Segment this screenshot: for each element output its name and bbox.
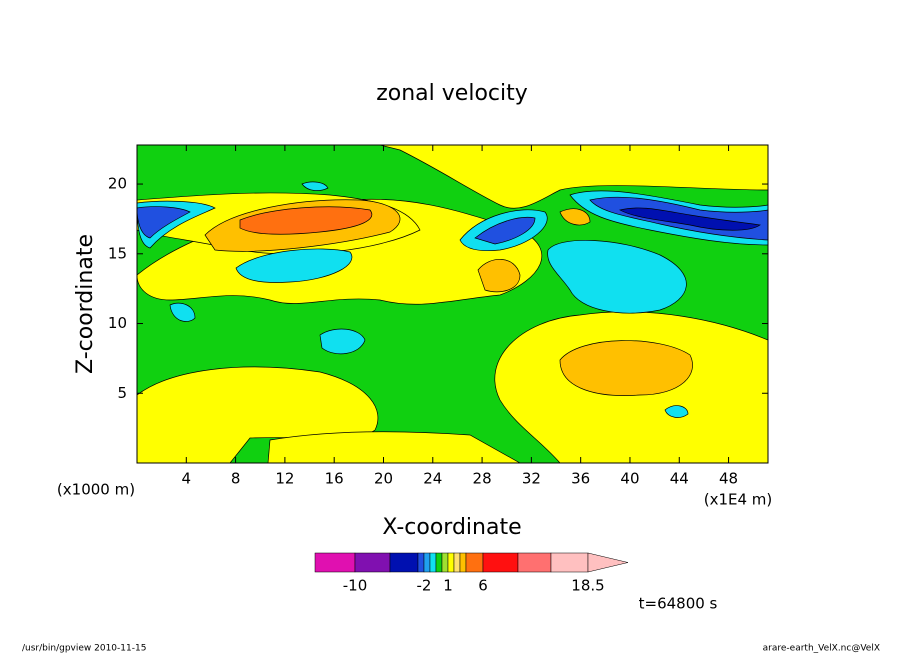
y-tick-label: 10	[108, 314, 127, 332]
colorbar-segment	[435, 552, 443, 573]
plot-frame	[136, 144, 769, 464]
x-tick-label: 36	[571, 470, 590, 488]
colorbar-segment	[423, 552, 431, 573]
chart-title: zonal velocity	[376, 81, 528, 106]
colorbar-tick-label: -2	[417, 577, 432, 595]
colorbar-extension	[587, 552, 629, 573]
x-axis-label: X-coordinate	[382, 515, 521, 540]
y-axis-label: Z-coordinate	[73, 234, 98, 374]
time-label: t=64800 s	[639, 595, 718, 613]
footer-right: arare-earth_VelX.nc@VelX	[763, 644, 880, 654]
x-tick-label: 16	[325, 470, 344, 488]
x-tick-label: 32	[522, 470, 541, 488]
y-unit: (x1000 m)	[57, 481, 135, 499]
x-tick-label: 48	[719, 470, 738, 488]
colorbar-tick-label: 18.5	[571, 577, 604, 595]
colorbar-segment	[314, 552, 356, 573]
colorbar-segment	[465, 552, 484, 573]
contour-field	[137, 145, 768, 463]
x-tick-label: 4	[182, 470, 192, 488]
colorbar-tick-label: 6	[478, 577, 488, 595]
x-tick-label: 12	[275, 470, 294, 488]
colorbar-segment	[417, 552, 425, 573]
x-tick-label: 44	[670, 470, 689, 488]
colorbar-segment	[482, 552, 519, 573]
x-tick-label: 24	[423, 470, 442, 488]
x-unit: (x1E4 m)	[704, 491, 773, 509]
colorbar-segment	[441, 552, 449, 573]
y-tick-label: 20	[108, 175, 127, 193]
colorbar-segment	[453, 552, 461, 573]
colorbar-segment	[389, 552, 419, 573]
y-tick-label: 15	[108, 244, 127, 262]
x-tick-label: 40	[620, 470, 639, 488]
x-tick-label: 8	[231, 470, 241, 488]
y-tick-label: 5	[117, 384, 127, 402]
x-tick-label: 20	[374, 470, 393, 488]
colorbar-segment	[429, 552, 437, 573]
x-tick-label: 28	[473, 470, 492, 488]
colorbar-segment	[447, 552, 455, 573]
colorbar-tick-label: -10	[343, 577, 368, 595]
footer-left: /usr/bin/gpview 2010-11-15	[22, 644, 146, 654]
colorbar-tick-label: 1	[443, 577, 453, 595]
colorbar-segment	[459, 552, 467, 573]
colorbar-segment	[517, 552, 552, 573]
colorbar-segment	[550, 552, 589, 573]
colorbar-segment	[354, 552, 391, 573]
